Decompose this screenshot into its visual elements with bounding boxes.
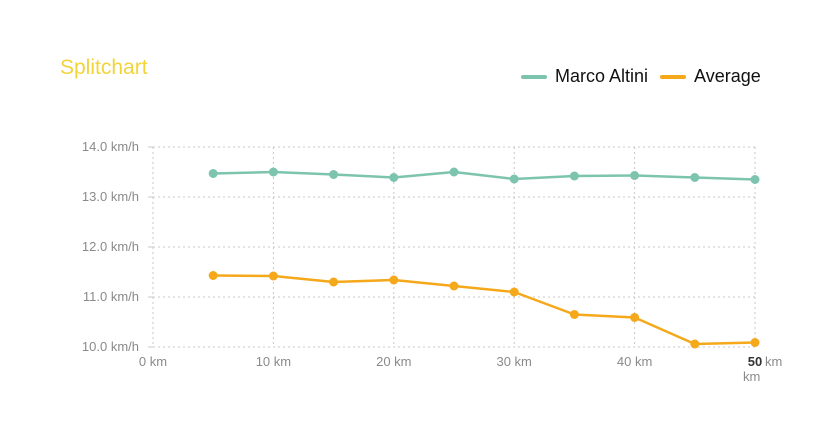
y-tick-label: 12.0 km/h xyxy=(82,239,139,254)
y-tick-label: 14.0 km/h xyxy=(82,139,139,154)
y-tick-label: 10.0 km/h xyxy=(82,339,139,354)
x-tick-label: 40 km xyxy=(617,354,652,369)
legend-swatch-marco-altini xyxy=(521,74,547,79)
y-tick-label: 11.0 km/h xyxy=(83,289,139,304)
data-point-average xyxy=(630,313,640,322)
data-point-marco-altini xyxy=(750,175,760,184)
data-point-average xyxy=(750,338,760,347)
series-line-average xyxy=(211,274,757,346)
data-point-average xyxy=(208,271,218,280)
data-point-marco-altini xyxy=(389,173,399,182)
chart-title: Splitchart xyxy=(60,56,148,79)
data-point-average xyxy=(690,339,700,349)
data-point-average xyxy=(389,275,399,285)
y-tick-label: 13.0 km/h xyxy=(82,189,139,204)
data-point-marco-altini xyxy=(509,174,519,184)
data-point-average xyxy=(509,287,519,297)
series-line-marco-altini xyxy=(211,170,757,181)
legend-swatch-average xyxy=(660,74,687,79)
x-unit-label: km xyxy=(743,369,760,384)
x-tick-label: 50 xyxy=(748,354,762,369)
data-point-average xyxy=(449,281,459,291)
legend-label-marco-altini: Marco Altini xyxy=(555,66,649,86)
x-tick-label: 30 km xyxy=(496,354,531,369)
data-point-marco-altini xyxy=(690,173,700,182)
x-unit-label-fragment: km xyxy=(765,354,782,369)
legend: Marco Altini Average xyxy=(521,66,773,87)
data-point-average xyxy=(268,271,278,281)
data-point-marco-altini xyxy=(569,171,579,181)
data-point-marco-altini xyxy=(630,171,640,180)
data-point-marco-altini xyxy=(449,167,459,177)
data-point-average xyxy=(569,310,579,319)
x-tick-label: 20 km xyxy=(376,354,411,369)
legend-item-marco-altini[interactable]: Marco Altini xyxy=(521,66,648,87)
data-point-average xyxy=(329,277,339,287)
data-point-marco-altini xyxy=(268,167,278,177)
x-tick-label: 10 km xyxy=(256,354,291,369)
data-point-marco-altini xyxy=(329,170,339,179)
legend-item-average[interactable]: Average xyxy=(660,66,761,87)
data-point-marco-altini xyxy=(208,169,218,178)
x-tick-label: 0 km xyxy=(139,354,167,369)
legend-label-average: Average xyxy=(694,66,761,86)
